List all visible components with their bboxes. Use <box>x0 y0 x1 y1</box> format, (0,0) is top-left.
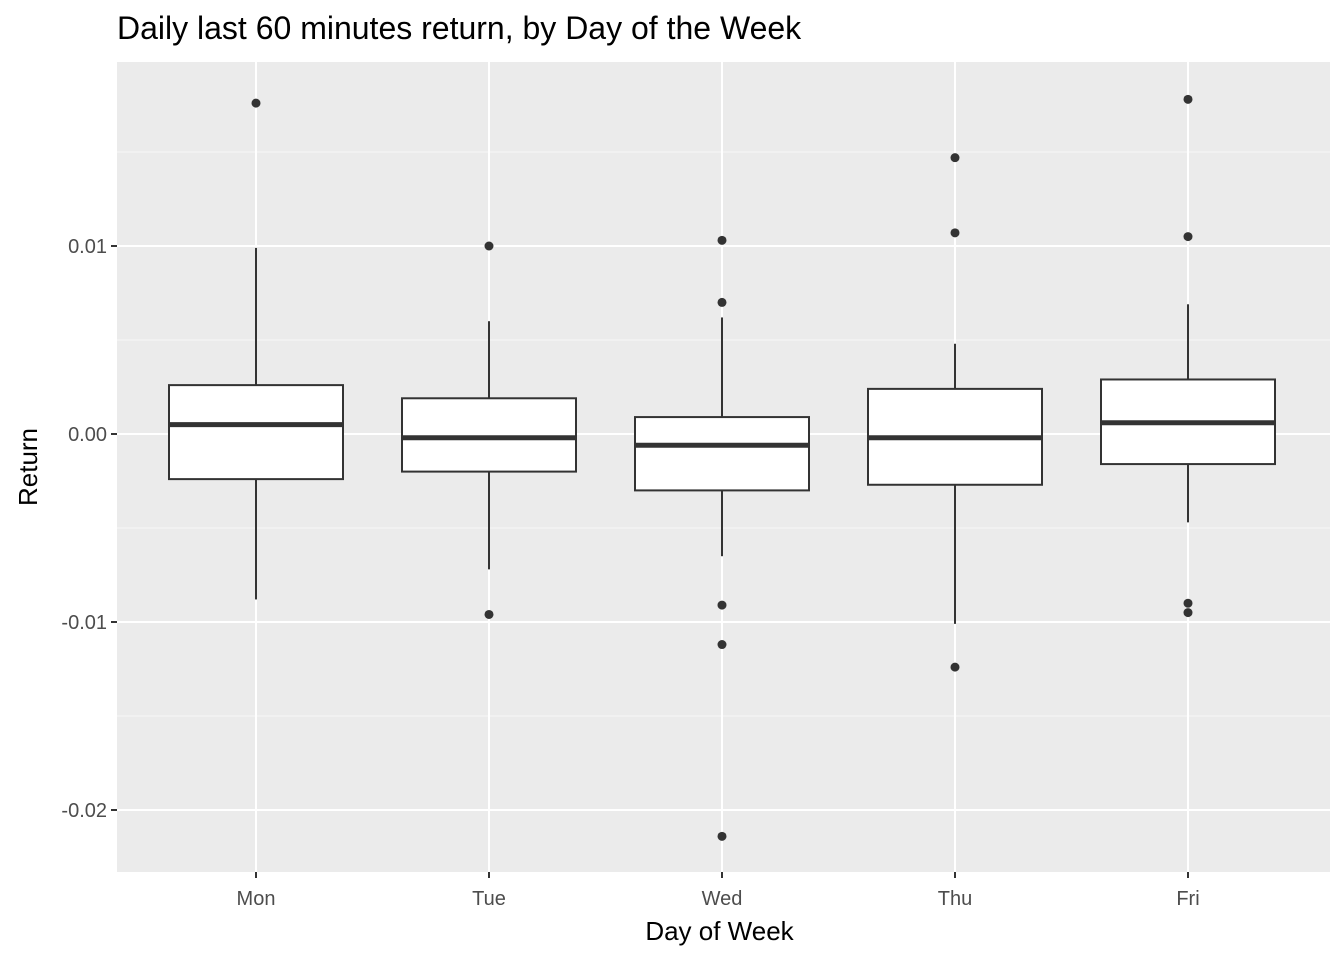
outlier-point <box>950 662 960 672</box>
x-tick-label: Tue <box>472 888 506 910</box>
outlier-point <box>1183 608 1193 618</box>
box-thu <box>867 153 1043 672</box>
outlier-point <box>717 235 727 245</box>
x-axis-title: Day of Week <box>645 916 794 946</box>
y-axis-title: Return <box>13 428 43 506</box>
outlier-point <box>251 98 261 108</box>
outlier-point <box>950 153 960 163</box>
outlier-point <box>1183 94 1193 104</box>
outlier-point <box>484 609 494 619</box>
x-tick-label: Fri <box>1176 888 1199 910</box>
outlier-point <box>717 831 727 841</box>
y-tick-label: 0.01 <box>68 236 107 258</box>
y-tick-label: -0.01 <box>61 612 107 634</box>
outlier-point <box>717 640 727 650</box>
box-iqr <box>634 416 810 492</box>
box-tue <box>401 241 577 619</box>
x-axis-ticks: Mon Tue Wed Thu Fri <box>237 872 1200 910</box>
x-tick-label: Thu <box>938 888 972 910</box>
outlier-point <box>717 600 727 610</box>
box-fri <box>1100 94 1276 618</box>
outlier-point <box>1183 598 1193 608</box>
box-iqr <box>168 384 344 481</box>
y-tick-label: 0.00 <box>68 424 107 446</box>
outlier-point <box>484 241 494 251</box>
box-iqr <box>401 397 577 473</box>
outlier-point <box>1183 232 1193 242</box>
boxes <box>168 94 1276 841</box>
y-tick-label: -0.02 <box>61 800 107 822</box>
outlier-point <box>950 228 960 238</box>
box-mon <box>168 98 344 600</box>
chart-title: Daily last 60 minutes return, by Day of … <box>117 10 802 46</box>
outlier-point <box>717 297 727 307</box>
x-tick-label: Wed <box>702 888 743 910</box>
x-tick-label: Mon <box>237 888 276 910</box>
y-axis-ticks: -0.02 -0.01 0.00 0.01 <box>61 236 117 822</box>
grid-minor <box>117 151 1330 717</box>
box-wed <box>634 235 810 841</box>
